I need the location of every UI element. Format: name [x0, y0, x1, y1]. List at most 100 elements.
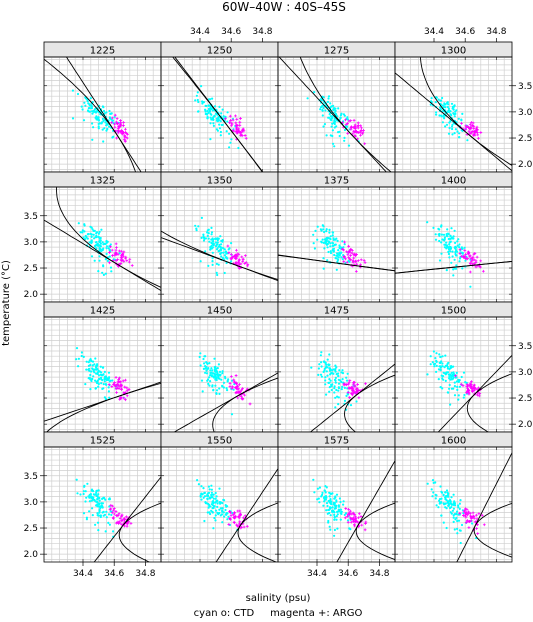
y-tick-label: 2.0 — [518, 160, 533, 170]
ctd-point — [203, 519, 206, 523]
ctd-point — [438, 499, 441, 502]
ctd-point — [322, 96, 325, 99]
argo-point — [472, 258, 476, 262]
ctd-point — [103, 396, 106, 399]
panel-grid-lines — [395, 187, 512, 302]
ctd-point — [90, 370, 93, 373]
ctd-point — [200, 485, 203, 488]
argo-point — [224, 117, 227, 121]
argo-point — [477, 394, 481, 398]
ctd-point — [430, 97, 433, 100]
ctd-point — [88, 107, 91, 110]
ctd-point — [333, 145, 336, 148]
ctd-point — [332, 104, 335, 107]
ctd-point — [91, 228, 94, 231]
ctd-point — [92, 233, 95, 236]
argo-point — [347, 244, 351, 248]
argo-point — [356, 121, 360, 125]
argo-point — [241, 397, 245, 400]
argo-point — [458, 247, 462, 251]
ctd-point — [97, 232, 100, 235]
ctd-point — [445, 269, 448, 272]
ctd-point — [102, 366, 105, 369]
argo-point — [127, 388, 131, 391]
argo-point — [235, 387, 239, 391]
ctd-point — [323, 247, 326, 250]
ctd-point — [197, 110, 200, 113]
x-tick-label: 34.8 — [135, 569, 155, 579]
ctd-point — [328, 378, 331, 381]
ctd-point — [323, 498, 326, 501]
ctd-point — [213, 114, 216, 117]
ctd-point — [332, 142, 335, 145]
argo-point — [472, 516, 476, 520]
ctd-point — [101, 497, 104, 500]
ctd-point — [319, 106, 323, 109]
ctd-point — [346, 118, 349, 121]
argo-point — [346, 512, 350, 516]
ctd-point — [325, 509, 328, 512]
ctd-point — [441, 365, 444, 368]
ctd-point — [98, 503, 101, 506]
ctd-point — [438, 361, 441, 364]
y-tick-label: 2.5 — [24, 524, 38, 534]
ctd-point — [80, 105, 83, 108]
reference-line — [44, 219, 161, 292]
ctd-point — [218, 508, 221, 511]
ctd-point — [447, 252, 450, 256]
ctd-point — [334, 107, 337, 110]
reference-line — [395, 260, 512, 274]
ctd-point — [440, 360, 443, 363]
ctd-point — [98, 255, 101, 258]
ctd-point — [334, 243, 337, 246]
ctd-point — [204, 110, 207, 113]
ctd-point — [104, 397, 107, 400]
ctd-point — [99, 373, 102, 376]
ctd-point — [99, 514, 102, 517]
ctd-point — [338, 246, 341, 250]
argo-point — [344, 118, 347, 122]
ctd-point — [216, 273, 219, 277]
ctd-point — [210, 226, 213, 229]
ctd-point — [208, 240, 211, 243]
argo-point — [121, 130, 125, 133]
ctd-point — [333, 378, 337, 381]
argo-point — [464, 521, 468, 524]
ctd-point — [328, 511, 331, 515]
ctd-point — [448, 243, 451, 246]
ctd-point — [222, 381, 226, 384]
ctd-point — [209, 105, 212, 108]
argo-point — [472, 384, 476, 388]
argo-point — [467, 510, 470, 514]
argo-point — [357, 388, 361, 392]
ctd-point — [100, 506, 103, 509]
ctd-point — [98, 247, 101, 250]
argo-point — [357, 512, 361, 516]
argo-point — [241, 127, 245, 131]
ctd-point — [333, 385, 336, 388]
ctd-point — [458, 246, 461, 249]
panel-ticks — [278, 447, 395, 562]
ctd-point — [101, 117, 104, 120]
ctd-point — [449, 250, 452, 253]
ctd-point — [225, 387, 228, 390]
argo-point — [234, 260, 238, 264]
argo-point — [120, 252, 124, 256]
argo-point — [114, 387, 118, 391]
ctd-point — [463, 246, 466, 249]
argo-point — [359, 124, 363, 128]
ctd-point — [197, 483, 200, 486]
argo-point — [468, 520, 472, 523]
argo-point — [464, 127, 468, 131]
ctd-point — [342, 500, 345, 503]
ctd-point — [88, 510, 91, 513]
ctd-point — [219, 514, 222, 517]
ctd-point — [102, 273, 105, 276]
ctd-point — [326, 259, 329, 262]
reference-curve — [466, 373, 512, 432]
ctd-point — [446, 491, 449, 494]
argo-point — [466, 250, 470, 254]
argo-point — [342, 260, 346, 263]
ctd-point — [226, 120, 229, 123]
argo-point — [474, 513, 478, 517]
